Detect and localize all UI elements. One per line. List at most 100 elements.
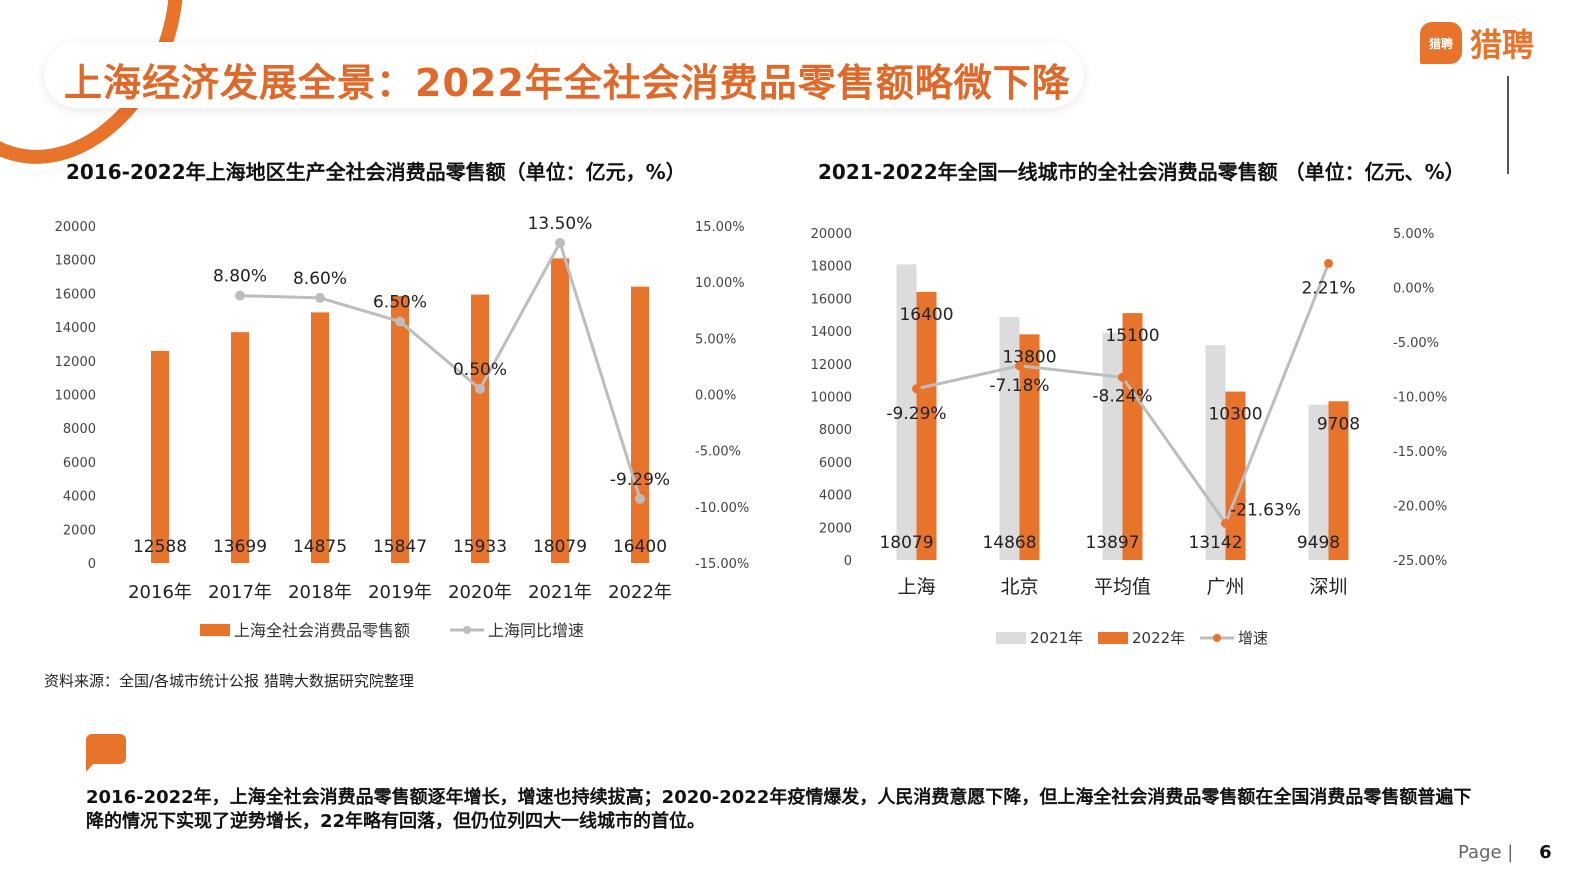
divider-line	[1507, 76, 1509, 174]
growth-value-label: -21.63%	[1230, 500, 1301, 520]
legend-label: 上海同比增速	[488, 621, 584, 640]
bar-2021-value-label: 14868	[982, 533, 1036, 553]
growth-value-label: 13.50%	[528, 214, 593, 234]
growth-value-label: 0.50%	[453, 360, 507, 380]
y-tick-label: 10000	[55, 389, 96, 404]
bar-value-label: 16400	[613, 537, 667, 557]
legend-label: 增速	[1238, 629, 1268, 647]
logo-text: 猎聘	[1470, 26, 1535, 64]
bar-2022-value-label: 16400	[899, 305, 953, 325]
bar-value-label: 15847	[373, 537, 427, 557]
bar-2021	[999, 316, 1020, 560]
x-tick-label: 北京	[1000, 576, 1038, 598]
y-tick-label: 2000	[819, 521, 852, 536]
y2-tick-label: -5.00%	[1393, 336, 1439, 351]
y-tick-label: 0	[844, 554, 852, 569]
x-tick-label: 2022年	[608, 582, 672, 603]
growth-point	[475, 383, 485, 394]
x-tick-label: 2019年	[368, 582, 432, 603]
growth-value-label: -8.24%	[1092, 386, 1152, 406]
bar-2022-value-label: 10300	[1208, 405, 1262, 425]
x-tick-label: 2016年	[128, 582, 192, 603]
y-tick-label: 4000	[63, 490, 96, 505]
bar-2021-value-label: 13897	[1085, 533, 1139, 553]
bar-2021	[1205, 345, 1226, 560]
bar-2021-value-label: 9498	[1297, 533, 1340, 553]
y-tick-label: 16000	[55, 287, 96, 302]
bar-2022-value-label: 13800	[1002, 347, 1056, 367]
y2-tick-label: -10.00%	[1393, 391, 1447, 406]
x-tick-label: 2021年	[528, 582, 592, 603]
y2-tick-label: -20.00%	[1393, 500, 1447, 515]
bar-retail	[151, 350, 169, 563]
comment-bubble-tail	[86, 762, 95, 772]
y2-tick-label: 5.00%	[1393, 227, 1434, 242]
bar-retail	[471, 294, 489, 563]
growth-point	[1221, 518, 1230, 528]
y-tick-label: 12000	[811, 358, 852, 373]
y2-tick-label: 5.00%	[695, 332, 736, 347]
bar-value-label: 15933	[453, 537, 507, 557]
y2-tick-label: -5.00%	[695, 445, 741, 460]
bar-2022	[1122, 313, 1143, 560]
brand-logo: 猎聘 猎聘	[1420, 20, 1534, 66]
bar-value-label: 13699	[213, 537, 267, 557]
growth-value-label: -9.29%	[610, 470, 670, 490]
growth-point	[235, 290, 245, 301]
y-tick-label: 14000	[811, 325, 852, 340]
page-footer: Page | 6	[1458, 842, 1552, 863]
bar-2022-value-label: 9708	[1317, 414, 1360, 434]
summary-text: 2016-2022年，上海全社会消费品零售额逐年增长，增速也持续拔高；2020-…	[86, 787, 1472, 832]
x-tick-label: 2020年	[448, 582, 512, 603]
x-tick-label: 2017年	[208, 582, 272, 603]
logo-mark-icon: 猎聘	[1420, 22, 1462, 64]
chart1-title: 2016-2022年上海地区生产全社会消费品零售额（单位：亿元，%）	[66, 160, 686, 184]
bar-retail	[311, 312, 329, 563]
chart2-title: 2021-2022年全国一线城市的全社会消费品零售额 （单位：亿元、%）	[818, 160, 1465, 184]
legend-swatch-point	[463, 626, 471, 634]
bar-2022-value-label: 15100	[1105, 326, 1159, 346]
y-tick-label: 0	[88, 557, 96, 572]
growth-point	[912, 384, 921, 394]
y2-tick-label: -15.00%	[1393, 445, 1447, 460]
y-tick-label: 18000	[811, 260, 852, 275]
legend-label: 上海全社会消费品零售额	[234, 621, 410, 640]
bar-2022	[1225, 391, 1246, 560]
y-tick-label: 2000	[63, 523, 96, 538]
bar-retail	[551, 258, 569, 563]
page-title: 上海经济发展全景：2022年全社会消费品零售额略微下降	[64, 61, 1071, 105]
chart2-tier1-cities: 0 2000 4000 6000 8000 10000 12000 14000 16000 180…	[811, 227, 1448, 647]
x-tick-label: 广州	[1206, 576, 1244, 598]
y2-tick-label: -15.00%	[695, 557, 749, 572]
growth-point	[315, 292, 325, 303]
growth-value-label: 6.50%	[373, 292, 427, 312]
legend-swatch-2022	[1098, 632, 1128, 644]
y-tick-label: 6000	[819, 456, 852, 471]
x-tick-label: 2018年	[288, 582, 352, 603]
growth-point	[1015, 361, 1024, 371]
y-tick-label: 8000	[819, 423, 852, 438]
bar-2021-value-label: 13142	[1188, 533, 1242, 553]
bar-value-label: 18079	[533, 537, 587, 557]
y-tick-label: 18000	[55, 254, 96, 269]
growth-point	[395, 316, 405, 327]
bar-retail	[631, 286, 649, 563]
growth-line	[239, 239, 642, 500]
bar-retail	[391, 295, 409, 563]
page-number: 6	[1539, 842, 1552, 863]
y-tick-label: 20000	[55, 220, 96, 235]
y-tick-label: 4000	[819, 489, 852, 504]
source-note: 资料来源：全国/各城市统计公报 猎聘大数据研究院整理	[44, 672, 414, 690]
y2-tick-label: -25.00%	[1393, 554, 1447, 569]
y2-tick-label: 15.00%	[695, 220, 745, 235]
growth-value-label: -7.18%	[989, 376, 1049, 396]
x-tick-label: 深圳	[1309, 576, 1347, 598]
bar-2022	[916, 291, 937, 560]
x-tick-label: 上海	[897, 576, 935, 598]
growth-value-label: -9.29%	[886, 404, 946, 424]
growth-value-label: 2.21%	[1301, 278, 1355, 298]
y2-tick-label: 10.00%	[695, 276, 745, 291]
y2-tick-label: -10.00%	[695, 501, 749, 516]
y-tick-label: 8000	[63, 422, 96, 437]
legend-label: 2021年	[1030, 629, 1083, 647]
